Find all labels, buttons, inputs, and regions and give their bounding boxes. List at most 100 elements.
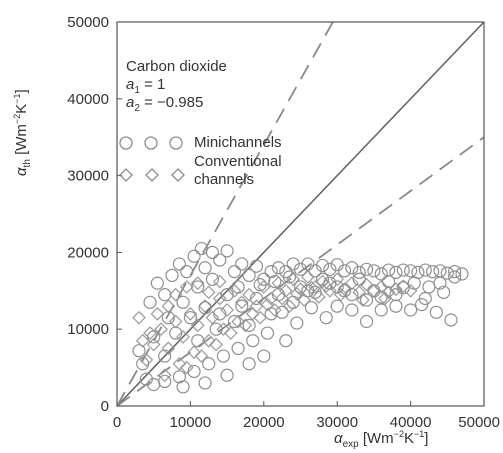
data-point-minichannels	[271, 261, 286, 275]
data-point-minichannels	[169, 326, 183, 340]
data-point-conventional	[312, 290, 326, 304]
data-point-minichannels	[352, 272, 366, 286]
data-point-conventional	[179, 280, 194, 294]
data-point-minichannels	[165, 268, 179, 283]
data-point-minichannels	[304, 301, 319, 315]
data-point-minichannels	[330, 299, 344, 313]
data-point-minichannels	[257, 349, 271, 363]
x-axis-ticks: 0 10000 20000 30000 40000 50000	[113, 401, 500, 431]
data-point-conventional	[304, 280, 319, 295]
data-point-minichannels	[209, 322, 223, 336]
data-point-minichannels	[249, 291, 264, 306]
legend-circle-marker	[169, 136, 183, 150]
data-point-minichannels	[176, 380, 190, 394]
a2-symbol: a	[126, 94, 134, 111]
data-point-minichannels	[293, 280, 308, 294]
x-tick-label: 30000	[316, 414, 358, 431]
data-point-minichannels	[187, 364, 201, 379]
data-point-minichannels	[183, 311, 197, 325]
minichannels-points	[132, 241, 469, 394]
x-tick-label: 0	[113, 414, 121, 431]
data-point-conventional	[154, 322, 168, 337]
data-point-minichannels	[158, 349, 172, 363]
data-point-minichannels	[202, 357, 216, 371]
data-point-minichannels	[418, 263, 432, 277]
data-point-conventional	[172, 356, 187, 371]
data-point-conventional	[234, 295, 249, 310]
data-point-minichannels	[275, 305, 289, 319]
legend: Minichannels Conventional channels	[119, 134, 282, 188]
data-point-minichannels	[231, 280, 245, 294]
a1-symbol: a	[126, 76, 134, 93]
reference-lines	[116, 21, 485, 407]
data-point-minichannels	[455, 267, 469, 281]
data-point-conventional	[227, 283, 242, 298]
data-point-conventional	[256, 280, 271, 294]
legend-label-conventional: Conventional	[194, 153, 282, 170]
data-point-minichannels	[448, 265, 462, 279]
data-point-minichannels	[352, 265, 366, 279]
data-point-minichannels	[176, 295, 190, 309]
data-point-minichannels	[198, 301, 212, 315]
annotation-fluid: Carbon dioxide	[126, 58, 227, 75]
legend-diamond-markers	[119, 168, 185, 182]
data-point-minichannels	[286, 295, 300, 309]
data-point-minichannels	[216, 349, 231, 363]
data-point-minichannels	[227, 314, 242, 329]
data-point-minichannels	[191, 334, 205, 348]
data-point-conventional	[212, 274, 227, 289]
data-point-minichannels	[264, 307, 278, 321]
data-point-conventional	[183, 306, 198, 321]
y-tick-label: 30000	[67, 168, 109, 185]
data-point-minichannels	[172, 257, 186, 271]
data-point-minichannels	[404, 264, 418, 278]
data-point-minichannels	[191, 280, 205, 294]
y-tick-label: 0	[101, 398, 109, 415]
data-point-conventional	[220, 303, 234, 317]
data-point-minichannels	[330, 280, 344, 294]
data-point-conventional	[323, 283, 337, 298]
data-point-minichannels	[198, 376, 212, 390]
data-point-minichannels	[150, 276, 164, 290]
data-point-conventional	[337, 282, 352, 297]
data-point-minichannels	[282, 270, 297, 284]
data-point-minichannels	[315, 272, 330, 286]
data-point-minichannels	[359, 262, 374, 276]
x-tick-label: 20000	[243, 414, 285, 431]
data-point-conventional	[201, 285, 216, 300]
data-point-minichannels	[290, 316, 304, 330]
data-point-minichannels	[404, 303, 418, 317]
data-point-minichannels	[323, 276, 337, 290]
y-axis-ticks: 0 10000 20000 30000 40000 50000	[67, 14, 122, 415]
data-point-minichannels	[231, 341, 245, 355]
data-point-minichannels	[319, 311, 333, 325]
data-point-minichannels	[418, 291, 432, 306]
data-point-minichannels	[381, 274, 396, 289]
data-point-conventional	[356, 293, 370, 307]
data-point-minichannels	[308, 285, 322, 299]
data-point-minichannels	[389, 299, 403, 313]
data-point-conventional	[190, 276, 205, 290]
data-point-conventional	[289, 287, 304, 301]
data-point-conventional	[293, 282, 308, 297]
data-point-minichannels	[359, 293, 374, 307]
data-point-minichannels	[337, 264, 352, 278]
data-point-minichannels	[271, 288, 286, 302]
data-point-minichannels	[429, 305, 443, 319]
data-point-conventional	[157, 368, 172, 383]
x-tick-label: 10000	[170, 414, 212, 431]
data-point-minichannels	[426, 265, 440, 279]
data-point-minichannels	[433, 276, 447, 290]
data-point-minichannels	[242, 357, 256, 371]
data-point-minichannels	[132, 344, 146, 358]
data-point-minichannels	[213, 253, 227, 267]
y-tick-label: 50000	[67, 14, 109, 31]
data-point-minichannels	[268, 274, 282, 289]
data-point-conventional	[231, 314, 245, 329]
data-point-minichannels	[205, 245, 220, 259]
data-point-minichannels	[437, 285, 451, 299]
data-point-minichannels	[396, 281, 410, 295]
data-point-conventional	[176, 330, 190, 344]
